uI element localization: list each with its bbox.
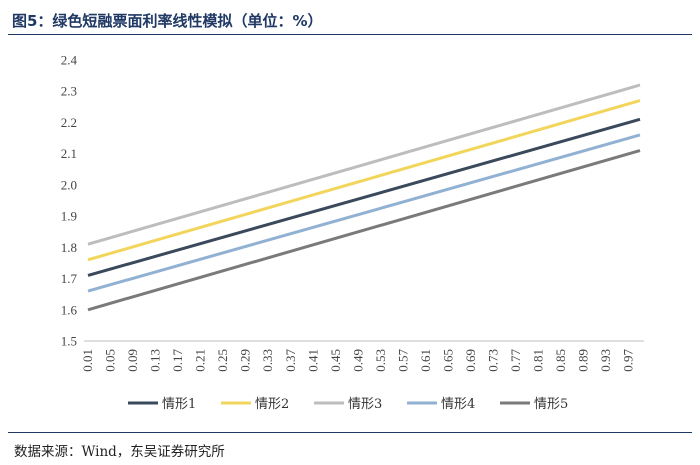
y-tick-label: 1.5 <box>61 334 77 349</box>
x-tick-label: 0.25 <box>215 349 230 372</box>
x-tick-label: 0.65 <box>440 349 455 372</box>
x-tick-label: 0.85 <box>553 349 568 372</box>
series-line-2 <box>87 99 641 262</box>
y-tick-label: 1.7 <box>61 271 78 286</box>
x-tick-label: 0.37 <box>283 349 298 372</box>
x-tick-label: 0.05 <box>103 349 118 372</box>
y-axis: 1.5 1.6 1.7 1.8 1.9 2.0 2.1 2.2 2.3 2.4 <box>61 53 78 349</box>
series-line-5 <box>87 149 641 312</box>
figure-title: 图5：绿色短融票面利率线性模拟（单位：%） <box>12 12 323 30</box>
x-tick-label: 0.13 <box>148 349 163 372</box>
x-tick-label: 0.33 <box>260 349 275 372</box>
series-lines <box>87 83 641 312</box>
line-chart: 1.51.61.71.81.92.02.12.22.32.4 0.01 0.05 0… <box>61 53 644 412</box>
x-axis: 0.01 0.05 0.09 0.13 0.17 0.21 0.25 0.29 0.33 0.37… <box>80 349 636 372</box>
x-tick-label: 0.97 <box>621 349 636 372</box>
series-line-3 <box>87 83 641 246</box>
legend-label-3: 情形3 <box>348 397 382 412</box>
legend-label-5: 情形5 <box>534 397 568 412</box>
x-tick-label: 0.73 <box>486 349 501 372</box>
y-tick-label: 1.6 <box>61 302 78 317</box>
x-tick-label: 0.29 <box>238 349 253 372</box>
source-bar: 数据来源：Wind，东吴证券研究所 <box>8 432 692 463</box>
x-tick-label: 0.89 <box>576 349 591 372</box>
x-tick-label: 0.01 <box>80 349 95 372</box>
legend-label-2: 情形2 <box>255 397 289 412</box>
y-tick-label: 2.4 <box>61 53 78 68</box>
title-bar: 图5：绿色短融票面利率线性模拟（单位：%） <box>8 6 692 35</box>
x-tick-label: 0.45 <box>328 349 343 372</box>
series-line-4 <box>87 133 641 293</box>
x-tick-label: 0.61 <box>418 349 433 372</box>
y-tick-label: 2.2 <box>61 115 77 130</box>
x-tick-label: 0.53 <box>373 349 388 372</box>
x-tick-label: 0.41 <box>305 349 320 372</box>
y-tick-label: 1.8 <box>61 240 77 255</box>
y-tick-label: 2.1 <box>61 146 77 161</box>
y-tick-label: 2.3 <box>61 84 77 99</box>
source-note: 数据来源：Wind，东吴证券研究所 <box>14 444 225 460</box>
x-tick-label: 0.81 <box>531 349 546 372</box>
series-line-1 <box>87 117 641 277</box>
x-tick-label: 0.57 <box>395 349 410 372</box>
legend-label-4: 情形4 <box>441 397 475 412</box>
x-tick-label: 0.17 <box>170 349 185 372</box>
y-tick-label: 2.0 <box>61 177 77 192</box>
x-tick-label: 0.93 <box>598 349 613 372</box>
x-tick-label: 0.49 <box>350 349 365 372</box>
x-tick-label: 0.09 <box>125 349 140 372</box>
x-tick-label: 0.21 <box>193 349 208 372</box>
legend-label-1: 情形1 <box>162 397 196 412</box>
legend: 情形1 情形2 情形3 情形4 情形5 <box>128 397 568 412</box>
y-tick-label: 1.9 <box>61 209 77 224</box>
x-tick-label: 0.77 <box>508 349 523 372</box>
x-tick-label: 0.69 <box>463 349 478 372</box>
